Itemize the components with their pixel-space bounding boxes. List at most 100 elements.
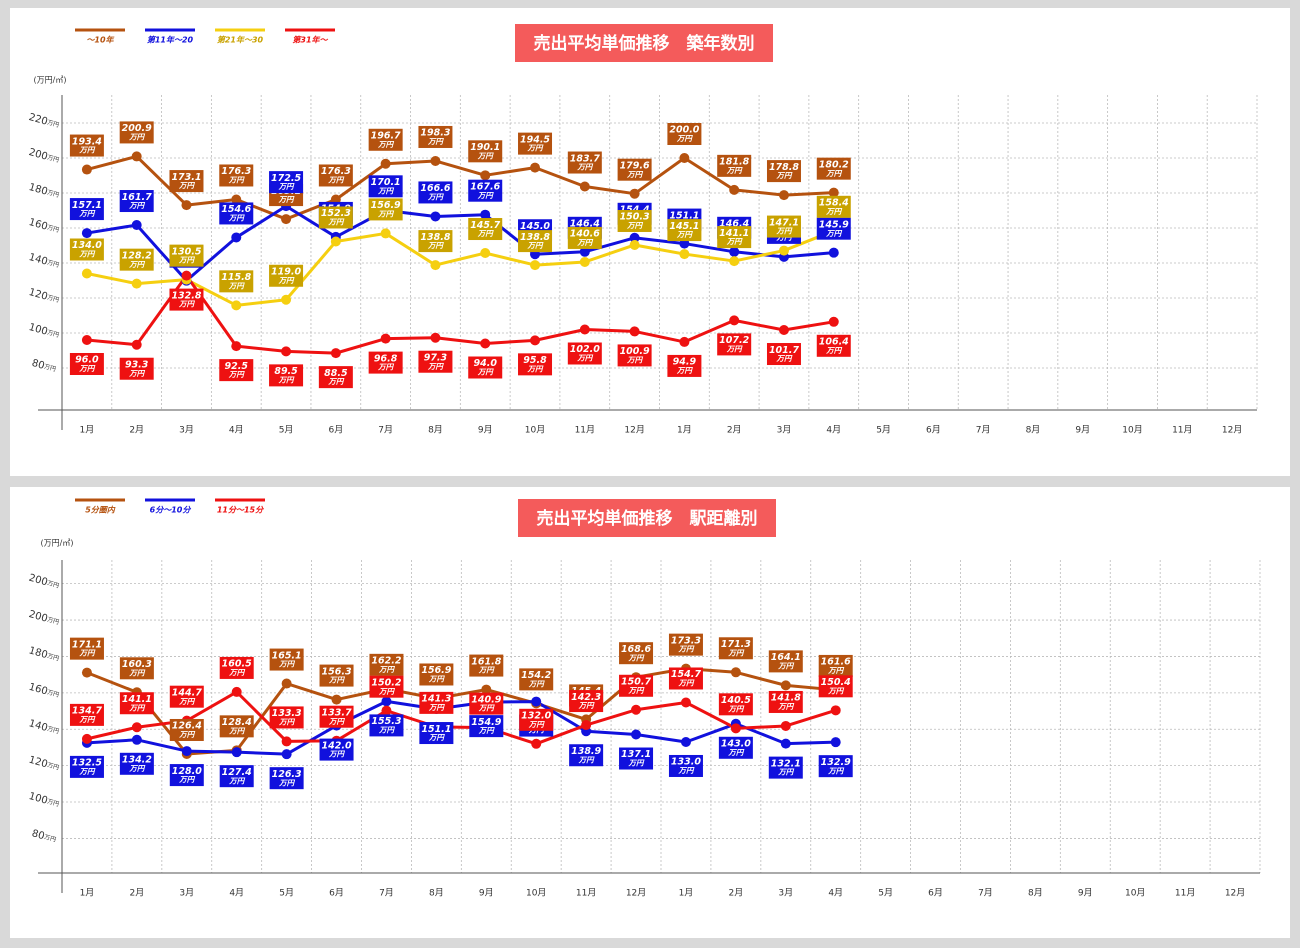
data-point [231, 747, 242, 758]
y-tick-label: 220万円 [27, 112, 60, 131]
data-label: 158.4 万円 [819, 197, 849, 216]
data-label: 145.7 万円 [470, 219, 500, 238]
data-point [730, 723, 741, 734]
x-tick-label: 5月 [876, 425, 891, 436]
data-label: 100.9 万円 [620, 346, 650, 365]
x-tick-label: 9月 [478, 425, 493, 436]
data-label-box [768, 650, 803, 673]
data-label-box [219, 270, 254, 293]
data-label-box [567, 342, 602, 365]
data-label-box [619, 747, 654, 770]
data-label: 173.1 万円 [171, 171, 201, 190]
data-label-box [69, 134, 104, 157]
data-label: 132.0 万円 [521, 710, 551, 729]
data-label: 134.2 万円 [122, 754, 152, 773]
series-line [86, 229, 835, 307]
data-point [581, 720, 592, 731]
data-point [81, 228, 92, 239]
data-label-box [368, 128, 403, 151]
data-label: 193.4 万円 [72, 136, 102, 155]
x-tick-label: 3月 [778, 888, 793, 899]
data-label: 145.9 万円 [819, 219, 849, 238]
data-label-box [269, 706, 304, 729]
data-label-box [369, 675, 404, 698]
data-label-box [318, 206, 353, 229]
data-label: 145.1 万円 [669, 220, 699, 239]
data-label: 96.8 万円 [374, 353, 398, 372]
data-label: 152.3 万円 [321, 208, 351, 227]
x-tick-label: 12月 [626, 888, 646, 899]
data-label-box [119, 752, 154, 775]
data-label: 150.3 万円 [620, 211, 650, 230]
data-point [780, 680, 791, 691]
data-point [579, 181, 590, 192]
data-label: 200.9 万円 [122, 123, 152, 142]
data-point [380, 333, 391, 344]
data-label-box [816, 195, 851, 218]
data-label-box [219, 765, 254, 788]
data-label: 142.3 万円 [571, 691, 601, 710]
data-label: 89.5 万円 [274, 366, 298, 385]
data-point [579, 324, 590, 335]
y-tick-label: 80万円 [30, 358, 57, 375]
data-label-box [69, 637, 104, 660]
x-tick-label: 9月 [1075, 425, 1090, 436]
data-point [330, 348, 341, 359]
data-point [481, 684, 492, 695]
data-point [131, 151, 142, 162]
data-label-box [269, 767, 304, 790]
data-label-box [617, 158, 652, 181]
data-label-box [768, 756, 803, 779]
data-label-box [119, 248, 154, 271]
legend-label: 5分圏内 [85, 506, 116, 515]
y-tick-label: 160万円 [27, 217, 60, 236]
data-label: 155.3 万円 [371, 716, 401, 735]
y-tick-label: 200万円 [27, 573, 60, 592]
x-tick-label: 11月 [1175, 888, 1195, 899]
data-label: 176.3 万円 [321, 166, 351, 185]
data-label-box [368, 198, 403, 221]
series-line [86, 699, 836, 756]
data-label: 133.3 万円 [272, 708, 302, 727]
data-label: 166.6 万円 [420, 183, 450, 202]
data-point [629, 239, 640, 250]
data-label-box [269, 364, 304, 387]
data-point [131, 339, 142, 350]
data-point [81, 164, 92, 175]
legend-label: 11分～15分 [217, 506, 264, 515]
data-label-box [617, 344, 652, 367]
legend-label: 第11年～20 [147, 36, 194, 45]
legend-label: 第31年～ [292, 36, 328, 45]
data-label: 130.5 万円 [171, 246, 201, 265]
data-point [131, 278, 142, 289]
data-point [729, 256, 740, 267]
data-label-box [419, 722, 454, 745]
data-label-box [69, 703, 104, 726]
data-label: 106.4 万円 [819, 336, 849, 355]
title-box [518, 499, 776, 537]
data-label: 141.8 万円 [771, 692, 801, 711]
data-label: 96.0 万円 [75, 354, 99, 373]
y-tick-label: 100万円 [27, 322, 60, 341]
x-tick-label: 10月 [526, 888, 546, 899]
legend-label: ～10年 [86, 36, 114, 45]
data-label-box [468, 179, 503, 202]
data-point [530, 260, 541, 271]
data-label-box [718, 693, 753, 716]
x-tick-label: 12月 [624, 425, 644, 436]
data-label: 128.2 万円 [122, 250, 152, 269]
data-label-box [617, 209, 652, 232]
y-tick-label: 140万円 [27, 718, 60, 737]
data-label-box [319, 705, 354, 728]
series-line [86, 690, 837, 746]
data-label: 93.3 万円 [125, 359, 149, 378]
data-label-box [319, 664, 354, 687]
data-label: 132.8 万円 [171, 290, 201, 309]
y-tick-label: 200万円 [27, 147, 60, 166]
data-point [778, 190, 789, 201]
x-tick-label: 7月 [976, 425, 991, 436]
data-label-box [369, 653, 404, 676]
data-label: 141.3 万円 [421, 693, 451, 712]
data-label-box [518, 132, 553, 155]
